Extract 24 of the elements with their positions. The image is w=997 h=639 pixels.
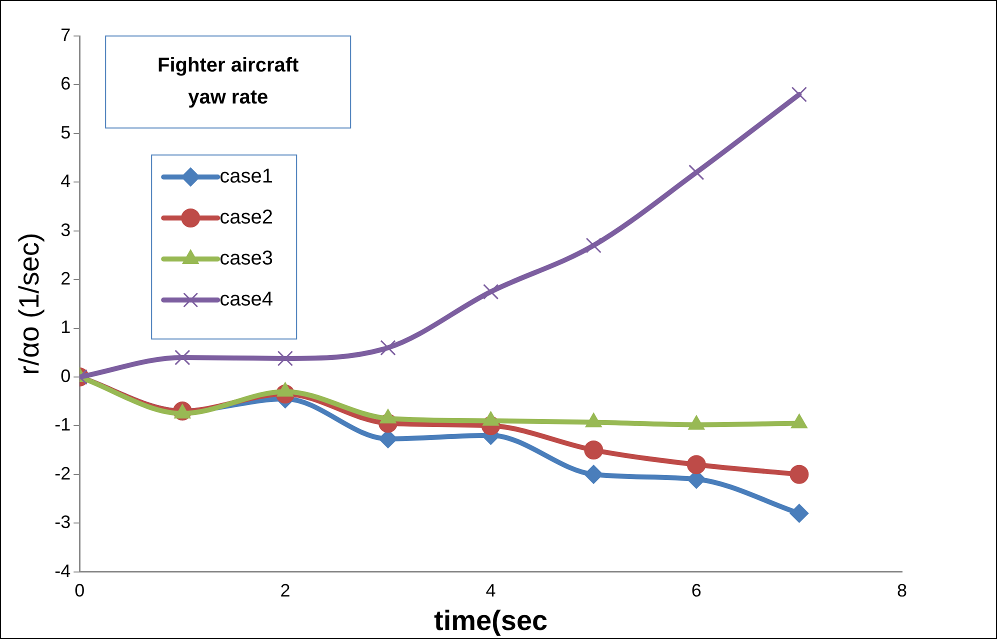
y-tick-label: 3 [60,220,71,240]
legend-label: case2 [220,206,273,229]
legend-label: case3 [220,248,273,270]
legend-label: case1 [220,166,273,188]
y-tick-label: -3 [54,512,71,532]
y-axis-title: r/αo (1/sec) [14,232,45,376]
y-tick-label: 7 [60,24,71,45]
y-tick-label: 5 [60,122,71,142]
y-tick-label: 0 [60,366,71,386]
y-tick-label: -2 [54,463,71,484]
x-tick-label: 0 [74,580,85,601]
x-tick-label: 6 [691,580,702,601]
x-tick-label: 4 [486,580,496,601]
y-tick-label: 4 [60,171,71,192]
y-tick-label: 1 [60,317,71,338]
x-tick-label: 2 [280,580,290,601]
y-tick-label: -1 [54,414,71,435]
x-axis-title: time(sec [434,604,548,636]
y-tick-label: 6 [60,74,71,94]
x-tick-label: 8 [896,580,908,601]
y-tick-label: 2 [60,268,71,289]
legend-label: case4 [220,288,273,311]
y-tick-label: -4 [54,560,71,581]
text: Fighter aircraft yaw rate [158,54,300,109]
